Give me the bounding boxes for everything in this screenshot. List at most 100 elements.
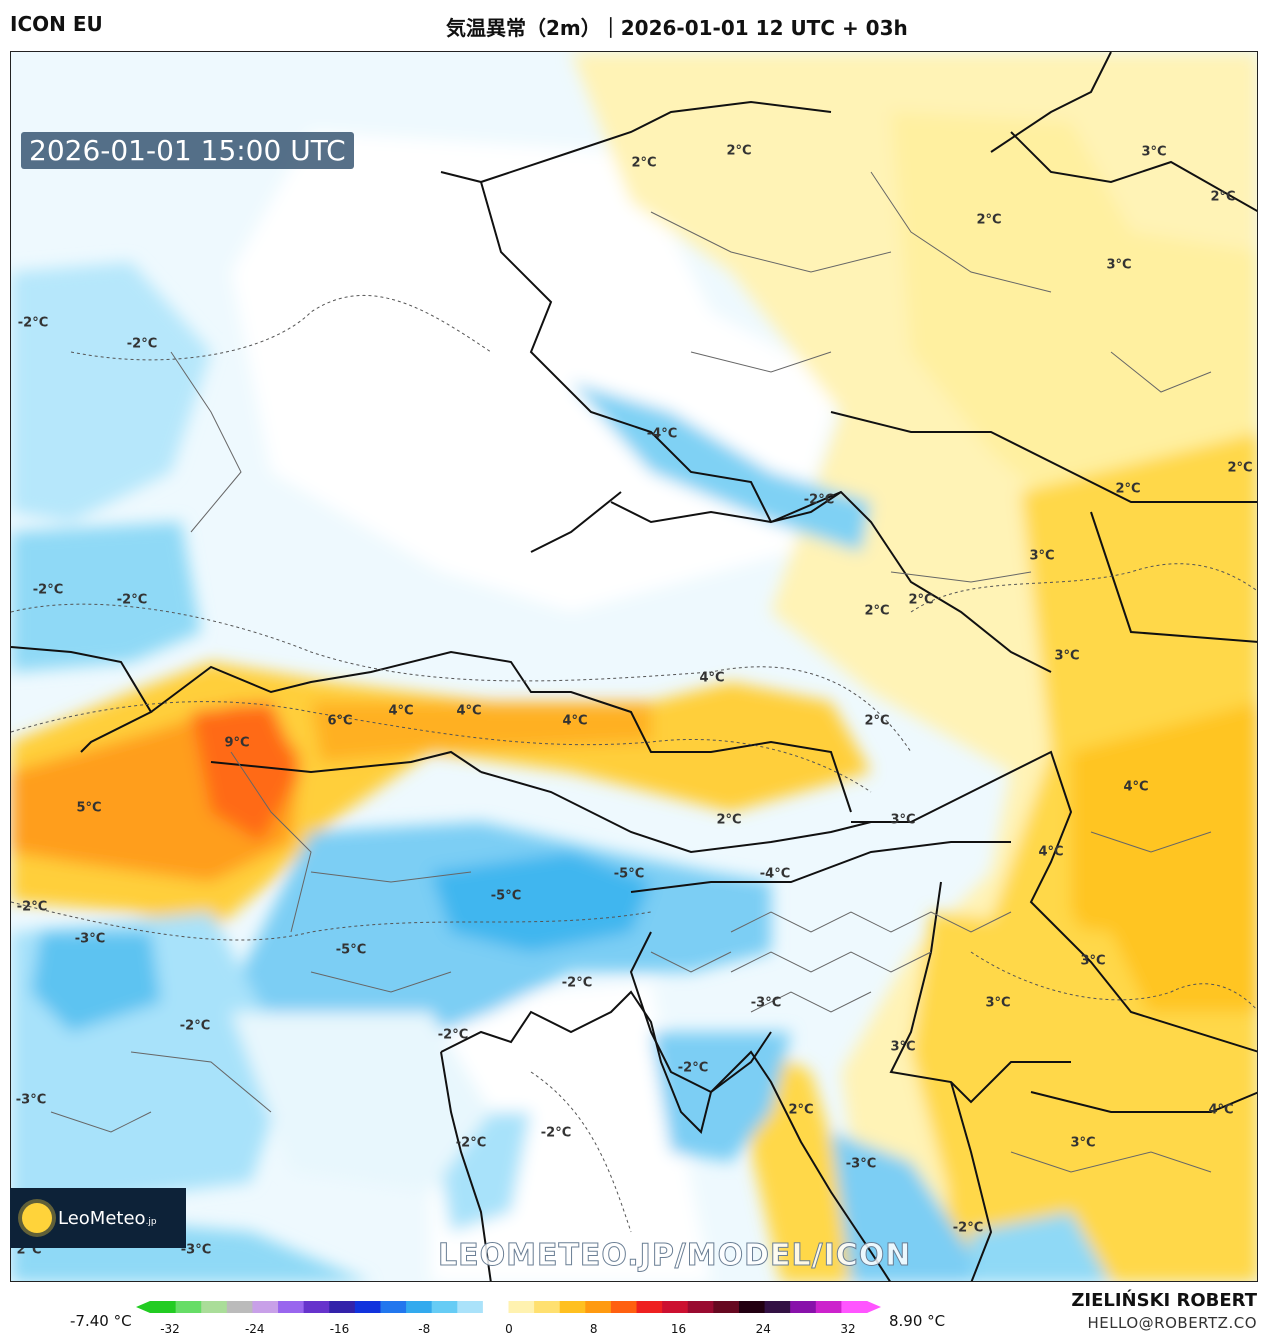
logo-text: LeoMeteo.jp	[58, 1207, 157, 1229]
adriatic-coastline	[440, 990, 891, 1281]
temp-label: 2°C	[716, 812, 742, 828]
temp-label: -4°C	[646, 426, 678, 442]
temp-label: -2°C	[952, 1220, 984, 1236]
temp-label: -2°C	[677, 1060, 709, 1076]
colorbar-swatch	[508, 1301, 535, 1313]
contour-lines	[11, 295, 1257, 1233]
temp-label: 2°C	[1227, 460, 1253, 476]
temp-label: -5°C	[490, 888, 522, 904]
colorbar-swatch	[764, 1301, 791, 1313]
temp-label: 2°C	[908, 592, 934, 608]
colorbar-swatch	[610, 1301, 638, 1313]
temp-label: -2°C	[179, 1018, 211, 1034]
colorbar-swatch	[406, 1301, 433, 1313]
colorbar-swatch	[815, 1301, 842, 1313]
colorbar-swatch	[329, 1301, 356, 1313]
colorbar-tick-label: -24	[244, 1322, 265, 1336]
temp-label: 4°C	[1208, 1102, 1234, 1118]
colorbar-max-label: 8.90 °C	[889, 1312, 946, 1330]
temp-label: -2°C	[17, 315, 49, 331]
colorbar-min-label: -7.40 °C	[70, 1312, 132, 1330]
colorbar-swatch	[713, 1301, 740, 1313]
temp-label: -5°C	[613, 866, 645, 882]
colorbar-swatch	[790, 1301, 817, 1313]
leometeo-logo[interactable]: LeoMeteo.jp	[10, 1188, 186, 1248]
temp-label: 5°C	[76, 800, 102, 816]
temp-label: 9°C	[224, 735, 250, 751]
colorbar-swatch	[457, 1301, 484, 1313]
temp-label: -2°C	[455, 1135, 487, 1151]
colorbar-swatch	[303, 1301, 330, 1313]
temp-label: 3°C	[1070, 1135, 1096, 1151]
colorbar-swatch	[201, 1301, 228, 1313]
temp-label: 2°C	[631, 155, 657, 171]
temp-label: 3°C	[1029, 548, 1055, 564]
temp-label: 4°C	[1038, 844, 1064, 860]
map-canvas	[11, 52, 1257, 1281]
temp-label: 2°C	[788, 1102, 814, 1118]
temp-label: 2°C	[976, 212, 1002, 228]
temp-label: 4°C	[1123, 779, 1149, 795]
temp-label: 4°C	[388, 703, 414, 719]
colorbar-swatch	[380, 1301, 407, 1313]
temp-label: 3°C	[1080, 953, 1106, 969]
colorbar-swatch	[687, 1301, 714, 1313]
temp-label: 3°C	[890, 812, 916, 828]
colorbar-swatch	[175, 1301, 202, 1313]
temp-label: -2°C	[561, 975, 593, 991]
temp-label: 2°C	[726, 143, 752, 159]
temp-label: -4°C	[759, 866, 791, 882]
temp-label: 2°C	[1210, 189, 1236, 205]
temp-label: -5°C	[335, 942, 367, 958]
temp-label: 2°C	[864, 713, 890, 729]
colorbar-swatch	[252, 1301, 279, 1313]
colorbar	[136, 1298, 881, 1313]
colorbar-swatch	[150, 1301, 177, 1313]
colorbar-swatch	[226, 1301, 253, 1313]
temp-label: 3°C	[1106, 257, 1132, 273]
temp-label: -2°C	[16, 899, 48, 915]
colorbar-swatch	[841, 1301, 868, 1313]
temp-label: 3°C	[890, 1039, 916, 1055]
colorbar-tick-label: 32	[840, 1322, 856, 1336]
chart-title: 気温異常（2m）｜2026-01-01 12 UTC + 03h	[446, 16, 908, 40]
colorbar-swatch	[534, 1301, 561, 1313]
temp-label: 4°C	[562, 713, 588, 729]
sun-icon	[22, 1203, 52, 1233]
colorbar-swatch	[278, 1301, 305, 1313]
valid-time-stamp: 2026-01-01 15:00 UTC	[21, 132, 354, 169]
temp-label: -2°C	[540, 1125, 572, 1141]
author-email[interactable]: HELLO@ROBERTZ.CO	[1087, 1314, 1257, 1332]
colorbar-tick-label: -8	[418, 1322, 431, 1336]
colorbar-tick-label: 8	[589, 1322, 598, 1336]
colorbar-swatch	[662, 1301, 689, 1313]
colorbar-swatch	[636, 1301, 663, 1313]
colorbar-tick-label: -32	[160, 1322, 180, 1336]
italian-coastline	[440, 1051, 492, 1281]
colorbar-swatch	[585, 1301, 612, 1313]
author-name: ZIELIŃSKI ROBERT	[1071, 1290, 1257, 1311]
colorbar-swatch	[559, 1301, 586, 1313]
watermark-url: LEOMETEO.JP/MODEL/ICON	[437, 1238, 912, 1274]
colorbar-swatch	[738, 1301, 766, 1313]
colorbar-tick-label: -16	[329, 1322, 350, 1336]
colorbar-tick-label: 24	[755, 1322, 771, 1336]
temp-label: -2°C	[437, 1027, 469, 1043]
temp-label: -3°C	[180, 1242, 212, 1258]
colorbar-max-arrow	[867, 1301, 881, 1313]
temp-label: -3°C	[15, 1092, 47, 1108]
colorbar-swatch	[482, 1301, 509, 1313]
temp-label: 4°C	[456, 703, 482, 719]
temp-label: -3°C	[74, 931, 106, 947]
country-borders	[11, 52, 1257, 1281]
temp-label: 4°C	[699, 670, 725, 686]
colorbar-min-arrow	[136, 1301, 150, 1313]
temp-label: -2°C	[116, 592, 148, 608]
colorbar-swatch	[431, 1301, 458, 1313]
temp-label: 2°C	[1115, 481, 1141, 497]
colorbar-tick-label: 16	[670, 1322, 687, 1336]
temp-label: -2°C	[126, 336, 158, 352]
temp-label: 6°C	[327, 713, 353, 729]
anomaly-field	[11, 52, 1257, 1281]
temperature-anomaly-map[interactable]: 2026-01-01 15:00 UTC 2°C 2°C 3°C 2°C 2°C…	[10, 51, 1258, 1282]
